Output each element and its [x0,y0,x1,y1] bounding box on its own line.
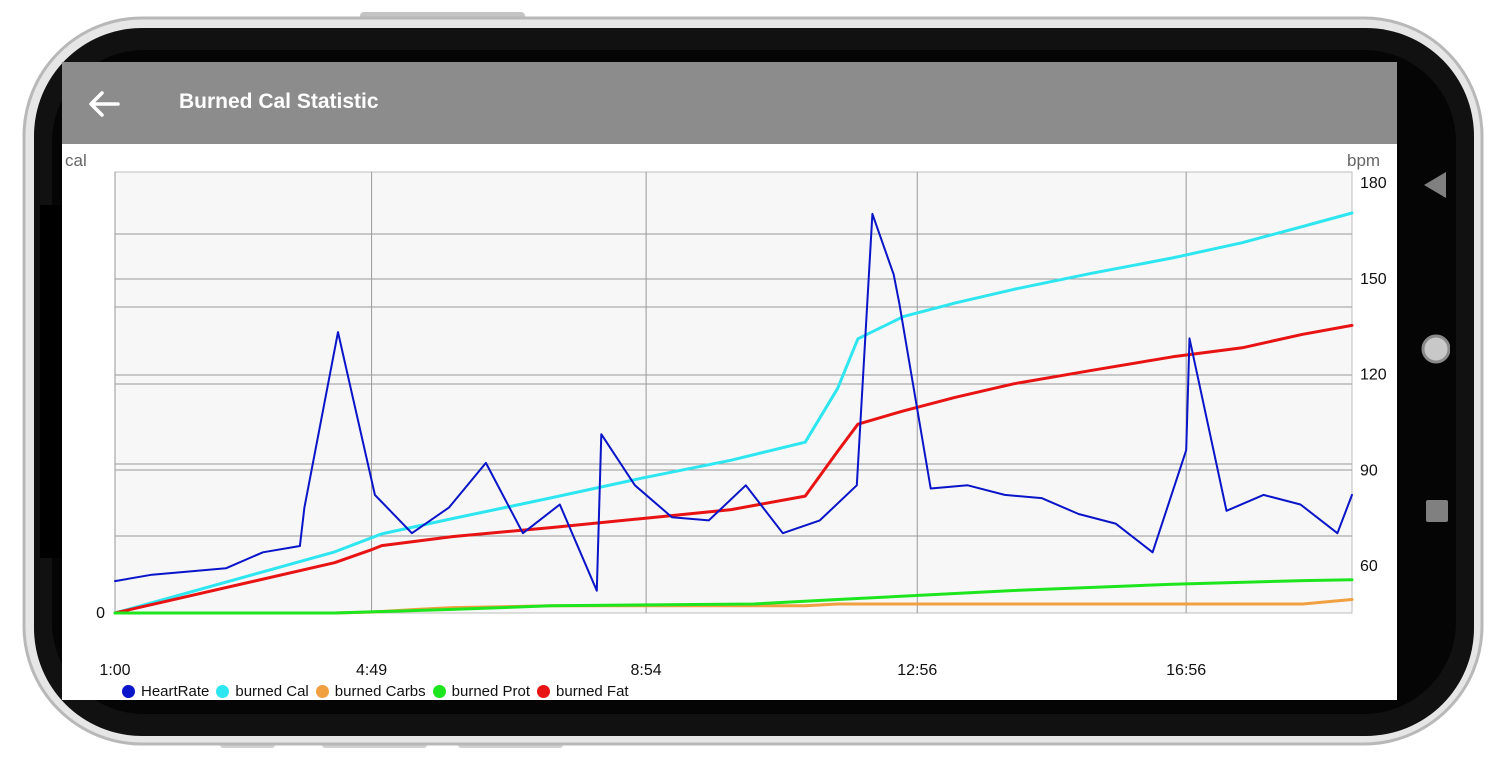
legend-label: HeartRate [141,682,210,700]
app-screen: Burned Cal Statistic 1:00 4:49 8:54 12:56 16… [62,62,1397,700]
legend-item-burned-carbs: burned Carbs [315,682,426,700]
back-triangle-icon [1424,172,1446,198]
chart: 1:00 4:49 8:54 12:56 16:56 60 90 120 150 180 0 cal b… [65,151,1387,679]
plot-area [114,171,1353,614]
nav-home-button[interactable] [1420,331,1450,367]
legend-swatch [432,684,446,698]
right-axis-tick-label: 180 [1360,175,1387,192]
x-tick-label: 12:56 [897,662,937,679]
legend-label: burned Fat [556,682,629,700]
right-axis-tick-label: 90 [1360,462,1378,479]
app-bar: Burned Cal Statistic [62,62,1397,144]
legend-swatch [122,684,135,698]
legend-label: burned Prot [451,682,531,700]
x-tick-label: 8:54 [631,662,662,679]
nav-recents-button[interactable] [1426,500,1448,524]
chart-legend: HeartRate burned Cal burned Carbs burned… [122,682,636,700]
arrow-left-icon [89,91,120,117]
legend-swatch [537,684,551,698]
recents-square-icon [1426,500,1448,522]
right-axis-tick-label: 150 [1360,271,1387,288]
x-tick-label: 4:49 [356,662,387,679]
legend-label: burned Cal [235,682,309,700]
legend-item-burned-fat: burned Fat [537,683,629,700]
page-title: Burned Cal Statistic [179,90,379,113]
legend-label: burned Carbs [334,682,426,700]
left-axis-tick-label: 0 [96,605,105,622]
series-line-burned-prot [113,578,1354,615]
legend-swatch [315,684,329,698]
series-line-heartrate [114,212,1353,592]
left-axis-unit: cal [65,151,87,170]
legend-item-burned-cal: burned Cal [216,682,309,700]
legend-item-heartrate: HeartRate [122,683,209,700]
legend-item-burned-prot: burned Prot [432,682,531,700]
back-button[interactable] [84,84,124,124]
series-line-burned-cal [113,211,1354,615]
home-circle-icon [1421,334,1450,364]
nav-back-button[interactable] [1424,172,1448,198]
x-tick-label: 1:00 [99,662,130,679]
right-axis-unit: bpm [1347,151,1380,170]
right-axis-tick-label: 60 [1360,558,1378,575]
series-line-burned-fat [113,323,1354,615]
x-tick-label: 16:56 [1166,662,1206,679]
right-axis-tick-label: 120 [1360,367,1387,384]
legend-swatch [216,684,230,698]
